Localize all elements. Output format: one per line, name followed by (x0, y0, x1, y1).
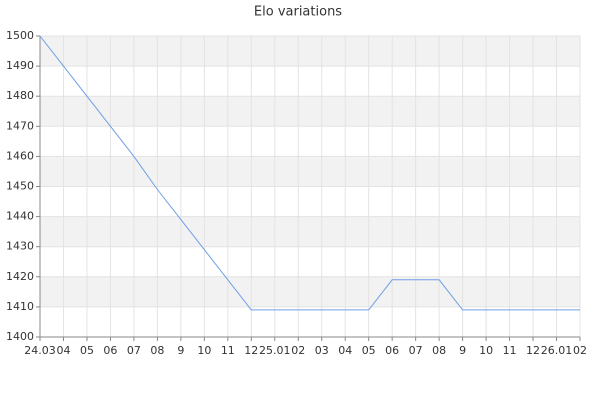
grid-band (40, 96, 580, 127)
y-tick-label: 1500 (6, 29, 34, 42)
x-tick-label: 12 (526, 344, 540, 357)
y-tick-label: 1410 (6, 300, 34, 313)
y-tick-label: 1450 (6, 180, 34, 193)
x-tick-label: 25.01 (259, 344, 291, 357)
y-tick-label: 1480 (6, 89, 34, 102)
y-tick-label: 1440 (6, 210, 34, 223)
x-tick-label: 06 (103, 344, 117, 357)
x-tick-label: 06 (385, 344, 399, 357)
x-tick-label: 10 (197, 344, 211, 357)
y-tick-label: 1420 (6, 270, 34, 283)
grid-band (40, 276, 580, 307)
y-tick-label: 1470 (6, 119, 34, 132)
x-tick-label: 26.01 (541, 344, 573, 357)
y-tick-label: 1490 (6, 59, 34, 72)
x-tick-label: 07 (409, 344, 423, 357)
x-tick-label: 04 (56, 344, 70, 357)
x-tick-label: 03 (315, 344, 329, 357)
x-tick-label: 08 (432, 344, 446, 357)
x-tick-label: 02 (291, 344, 305, 357)
x-tick-label: 08 (150, 344, 164, 357)
y-tick-label: 1460 (6, 149, 34, 162)
x-tick-label: 10 (479, 344, 493, 357)
x-tick-label: 05 (80, 344, 94, 357)
x-tick-label: 04 (338, 344, 352, 357)
x-tick-label: 07 (127, 344, 141, 357)
x-tick-label: 05 (362, 344, 376, 357)
grid-band (40, 36, 580, 67)
x-tick-label: 9 (459, 344, 466, 357)
y-tick-label: 1430 (6, 240, 34, 253)
grid-band (40, 216, 580, 247)
x-tick-label: 24.03 (24, 344, 56, 357)
grid-band (40, 156, 580, 187)
x-tick-label: 02 (573, 344, 587, 357)
x-tick-label: 12 (244, 344, 258, 357)
x-tick-label: 9 (177, 344, 184, 357)
x-tick-label: 11 (221, 344, 235, 357)
line-series (39, 35, 580, 311)
chart-title: Elo variations (254, 5, 342, 20)
y-tick-label: 1400 (6, 330, 34, 343)
x-tick-label: 11 (503, 344, 517, 357)
